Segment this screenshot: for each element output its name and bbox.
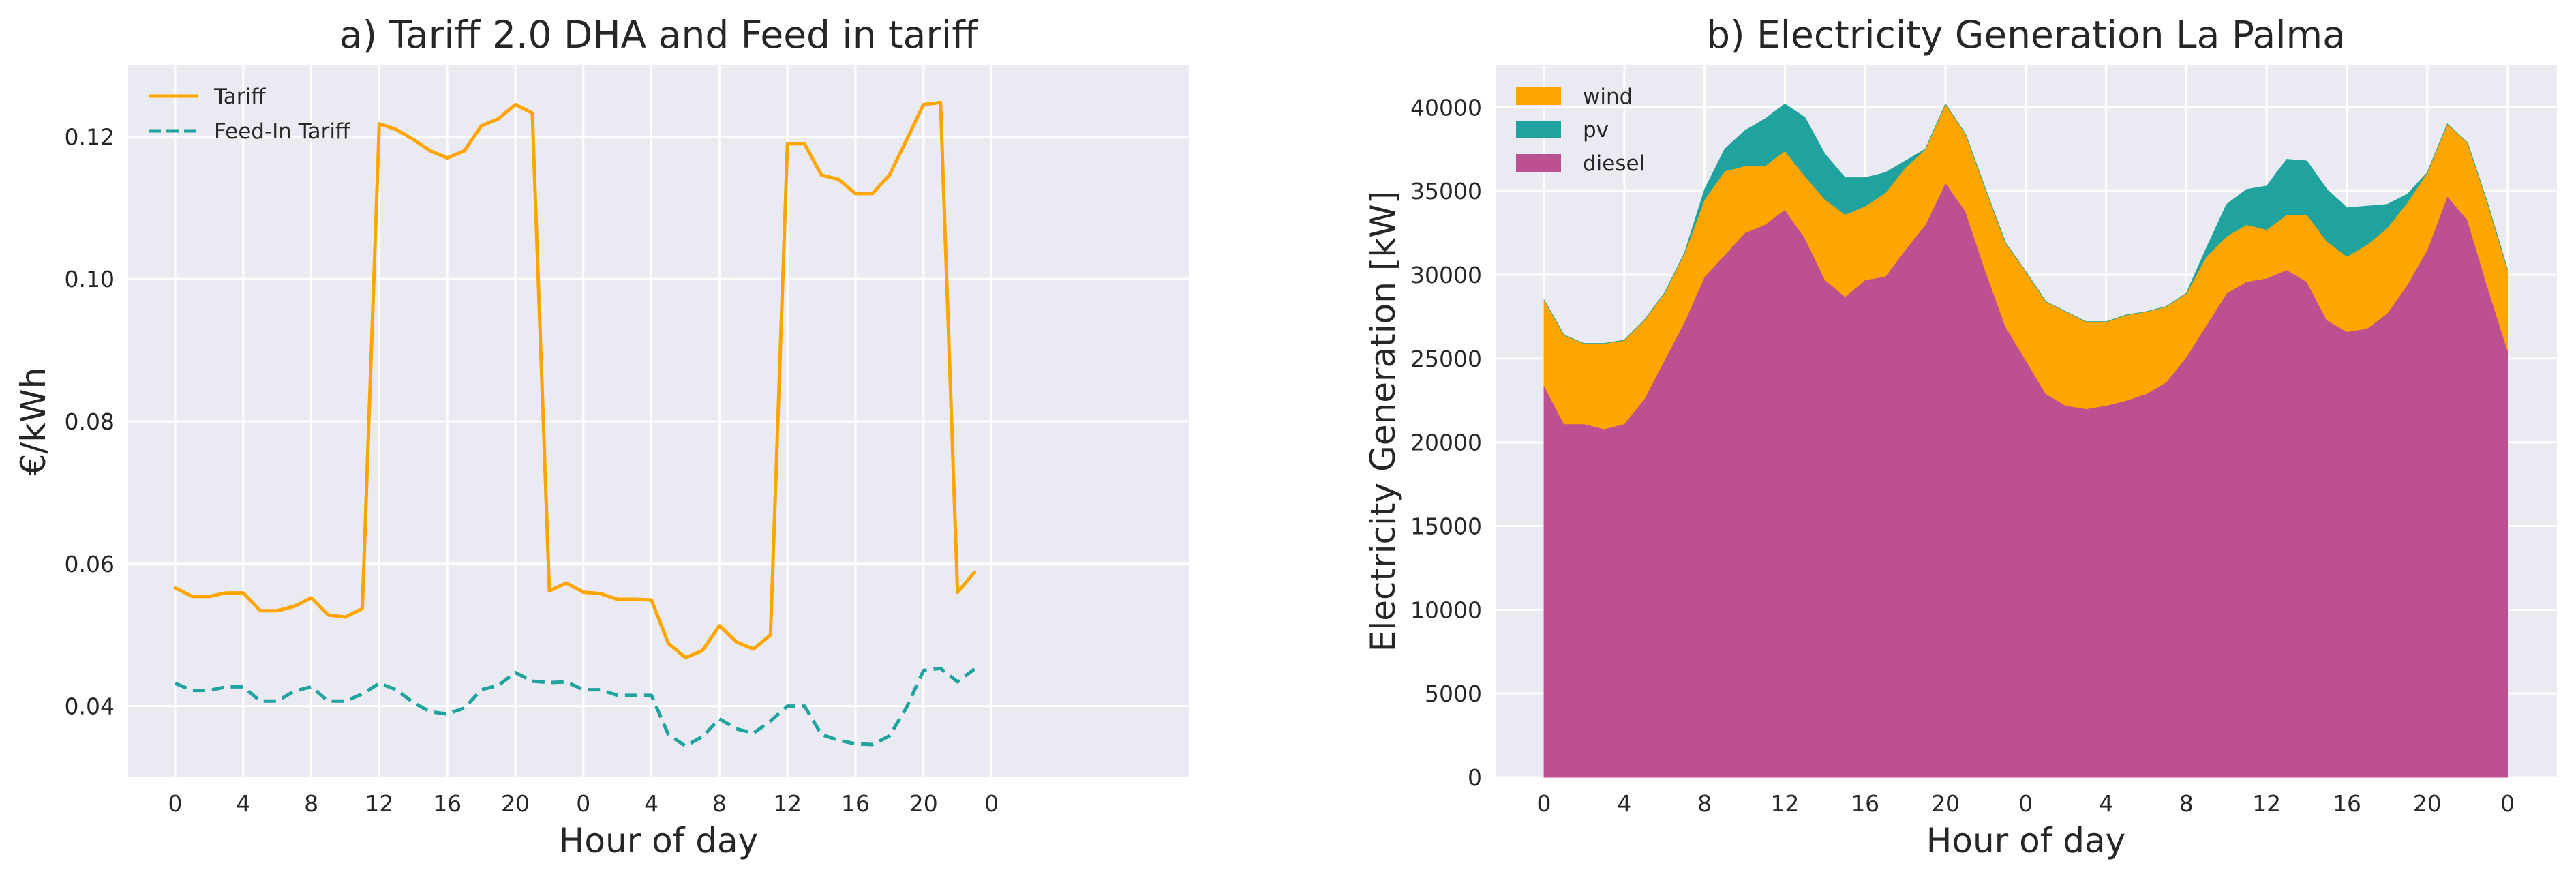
y-tick-label: 0.12 (65, 123, 115, 150)
tariff-legend: Tariff Feed-In Tariff (149, 85, 350, 144)
x-tick-label: 0 (2500, 790, 2515, 817)
generation-legend: wind pv diesel (1516, 85, 1645, 176)
legend-label-feed-in-tariff: Feed-In Tariff (214, 119, 350, 144)
x-tick-label: 16 (1851, 790, 1879, 817)
y-tick-label: 0.04 (65, 693, 115, 720)
x-tick-label: 12 (2252, 790, 2281, 817)
x-tick-label: 8 (1697, 790, 1712, 817)
tariff-tick-labels: 0 4 8 12 16 20 0 4 8 12 16 20 0 0.04 0.06 0.08 0.10 0.12 (65, 123, 999, 817)
y-tick-label: 10000 (1410, 597, 1482, 623)
x-tick-label: 0 (168, 790, 183, 817)
x-tick-label: 4 (1617, 790, 1631, 817)
y-tick-label: 0.10 (65, 266, 115, 292)
generation-x-axis-label: Hour of day (1926, 821, 2125, 860)
y-tick-label: 30000 (1410, 262, 1482, 288)
y-tick-label: 25000 (1410, 346, 1482, 372)
series-line-tariff (173, 100, 977, 660)
x-tick-label: 4 (2099, 790, 2113, 817)
x-tick-label: 8 (712, 790, 727, 817)
x-tick-label: 12 (365, 790, 393, 817)
series-line-feed-in-tariff (175, 666, 976, 748)
x-tick-label: 0 (576, 790, 590, 817)
tariff-series (173, 100, 977, 748)
y-tick-label: 40000 (1410, 94, 1482, 121)
y-tick-label: 20000 (1410, 430, 1482, 456)
area-pv (1543, 103, 2509, 344)
y-tick-label: 15000 (1410, 513, 1482, 540)
generation-tick-labels: 0 4 8 12 16 20 0 4 8 12 16 20 0 0 5000 10000 15000 20000 2… (1410, 94, 2515, 817)
generation-chart-title: b) Electricity Generation La Palma (1706, 13, 2346, 57)
generation-y-axis-label: Electricity Generation [kW] (1363, 191, 1403, 652)
x-tick-label: 0 (1537, 790, 1551, 817)
x-tick-label: 16 (841, 790, 870, 817)
tariff-gridlines (128, 65, 1189, 777)
x-tick-label: 20 (2413, 790, 2442, 817)
x-tick-label: 4 (644, 790, 658, 817)
legend-swatch-wind (1516, 87, 1561, 105)
x-tick-label: 20 (1931, 790, 1960, 817)
y-tick-label: 5000 (1425, 680, 1482, 707)
x-tick-label: 0 (2018, 790, 2033, 817)
x-tick-label: 8 (2179, 790, 2194, 817)
legend-label-diesel: diesel (1583, 151, 1645, 176)
legend-label-tariff: Tariff (213, 85, 266, 109)
tariff-chart: 0 4 8 12 16 20 0 4 8 12 16 20 00.040.060.080.100.12 … (14, 13, 1189, 860)
x-tick-label: 8 (304, 790, 318, 817)
generation-series (1543, 103, 2509, 778)
x-tick-label: 16 (433, 790, 461, 817)
x-tick-label: 12 (773, 790, 802, 817)
y-tick-label: 0 (1468, 764, 1482, 791)
y-tick-label: 0.08 (65, 408, 115, 435)
legend-label-wind: wind (1583, 85, 1633, 109)
legend-swatch-pv (1516, 121, 1561, 138)
legend-label-pv: pv (1583, 118, 1609, 142)
x-tick-label: 20 (501, 790, 530, 817)
x-tick-label: 0 (984, 790, 999, 817)
x-tick-label: 20 (909, 790, 938, 817)
x-tick-label: 16 (2333, 790, 2361, 817)
legend-swatch-diesel (1516, 154, 1561, 172)
x-tick-label: 4 (236, 790, 250, 817)
tariff-chart-title: a) Tariff 2.0 DHA and Feed in tariff (339, 13, 978, 57)
tariff-x-axis-label: Hour of day (559, 821, 758, 860)
y-tick-label: 35000 (1410, 178, 1482, 205)
tariff-y-axis-label: €/kWh (14, 367, 53, 476)
x-tick-label: 12 (1770, 790, 1799, 817)
generation-chart: 0 4 8 12 16 20 0 4 8 12 16 20 0 0 5000 10000 15000 20000 2… (1363, 13, 2557, 860)
y-tick-label: 0.06 (65, 551, 115, 577)
